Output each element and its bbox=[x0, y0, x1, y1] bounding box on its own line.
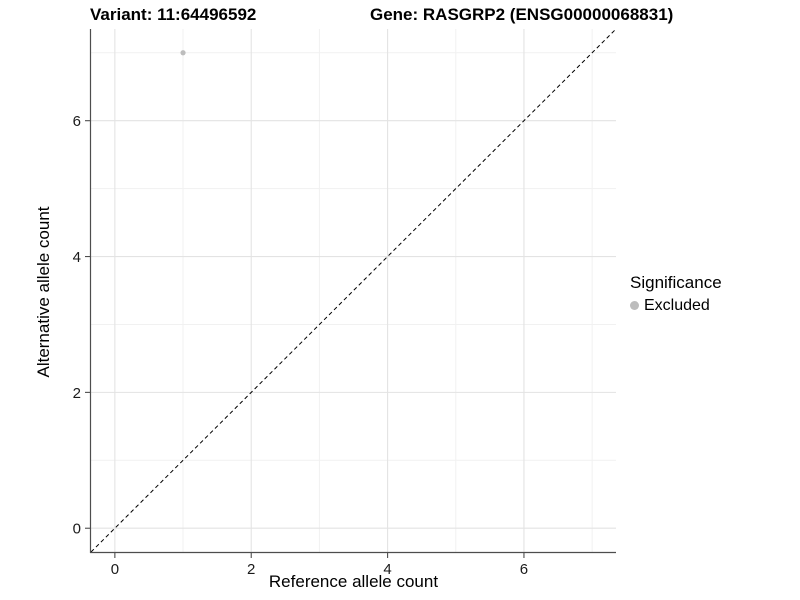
identity-dashed-line bbox=[90, 28, 617, 553]
legend-point-icon bbox=[630, 301, 639, 310]
plot-title-gene: Gene: RASGRP2 (ENSG00000068831) bbox=[370, 5, 674, 24]
legend-item-label: Excluded bbox=[644, 297, 710, 314]
y-tick-label: 0 bbox=[73, 521, 81, 538]
y-tick-label: 4 bbox=[73, 249, 81, 266]
plot-title-variant: Variant: 11:64496592 bbox=[90, 5, 257, 24]
y-tick-label: 2 bbox=[73, 385, 81, 402]
legend: Significance Excluded bbox=[630, 272, 722, 315]
x-tick-label: 2 bbox=[247, 561, 255, 578]
x-tick-label: 0 bbox=[111, 561, 119, 578]
legend-item-excluded: Excluded bbox=[630, 296, 722, 315]
x-tick-label: 6 bbox=[520, 561, 528, 578]
y-axis-title: Alternative allele count bbox=[34, 206, 53, 378]
legend-title: Significance bbox=[630, 273, 722, 292]
x-axis-title: Reference allele count bbox=[268, 572, 439, 591]
data-point bbox=[180, 50, 186, 56]
x-tick-label: 4 bbox=[383, 561, 391, 578]
y-tick-label: 6 bbox=[73, 113, 81, 130]
